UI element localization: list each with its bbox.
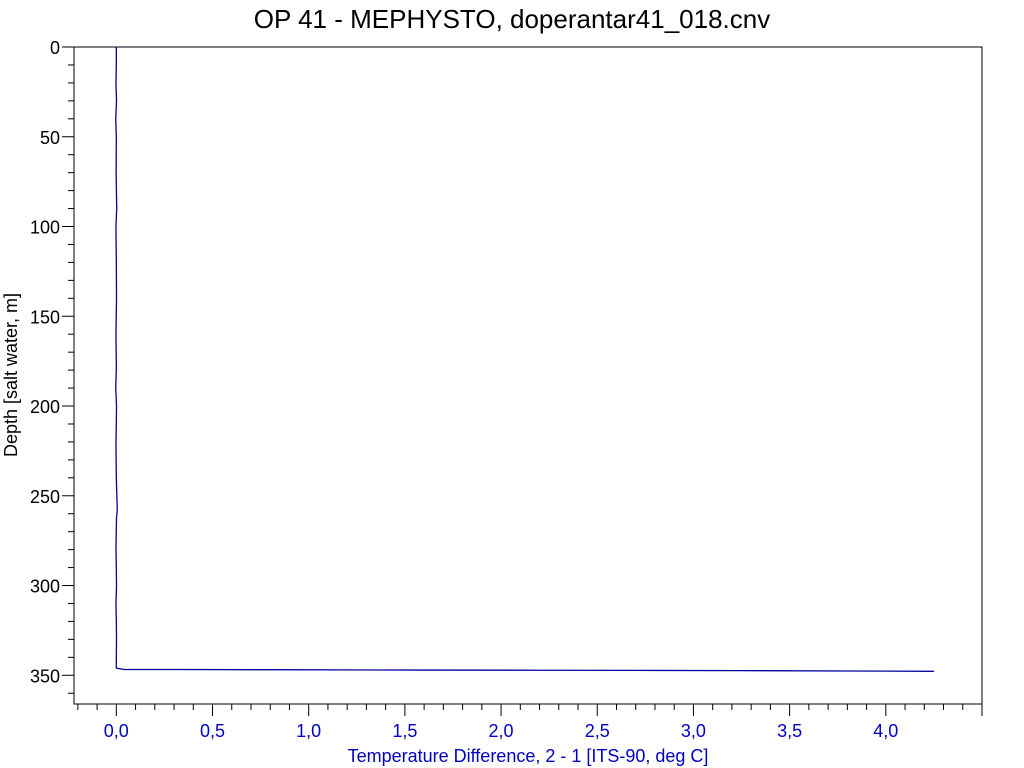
y-tick-label: 0: [50, 38, 60, 58]
y-axis-label: Depth [salt water, m]: [1, 293, 21, 457]
y-tick-label: 150: [30, 307, 60, 327]
plot-area: [73, 46, 983, 705]
x-axis-label: Temperature Difference, 2 - 1 [ITS-90, d…: [348, 746, 709, 766]
y-tick-label: 50: [40, 128, 60, 148]
y-tick-label: 100: [30, 218, 60, 238]
y-tick-label: 350: [30, 666, 60, 686]
y-tick-label: 250: [30, 487, 60, 507]
x-tick-label: 3,5: [777, 721, 802, 741]
x-axis: 0,0 0,5 1,0 1,5 2,0 2,5 3,0 3,5 4,0: [77, 704, 983, 741]
x-tick-label: 0,0: [104, 721, 129, 741]
x-tick-label: 1,5: [392, 721, 417, 741]
x-tick-label: 4,0: [873, 721, 898, 741]
x-tick-label: 0,5: [200, 721, 225, 741]
y-tick-label: 200: [30, 397, 60, 417]
chart-title: OP 41 - MEPHYSTO, doperantar41_018.cnv: [254, 4, 770, 34]
y-tick-label: 300: [30, 577, 60, 597]
x-tick-label: 1,0: [296, 721, 321, 741]
x-tick-label: 3,0: [681, 721, 706, 741]
series-layer: [115, 47, 934, 672]
y-axis: 0 50 100 150 200 250 300 350: [30, 38, 74, 694]
x-tick-label: 2,0: [489, 721, 514, 741]
x-tick-label: 2,5: [585, 721, 610, 741]
series-line: [115, 47, 934, 672]
